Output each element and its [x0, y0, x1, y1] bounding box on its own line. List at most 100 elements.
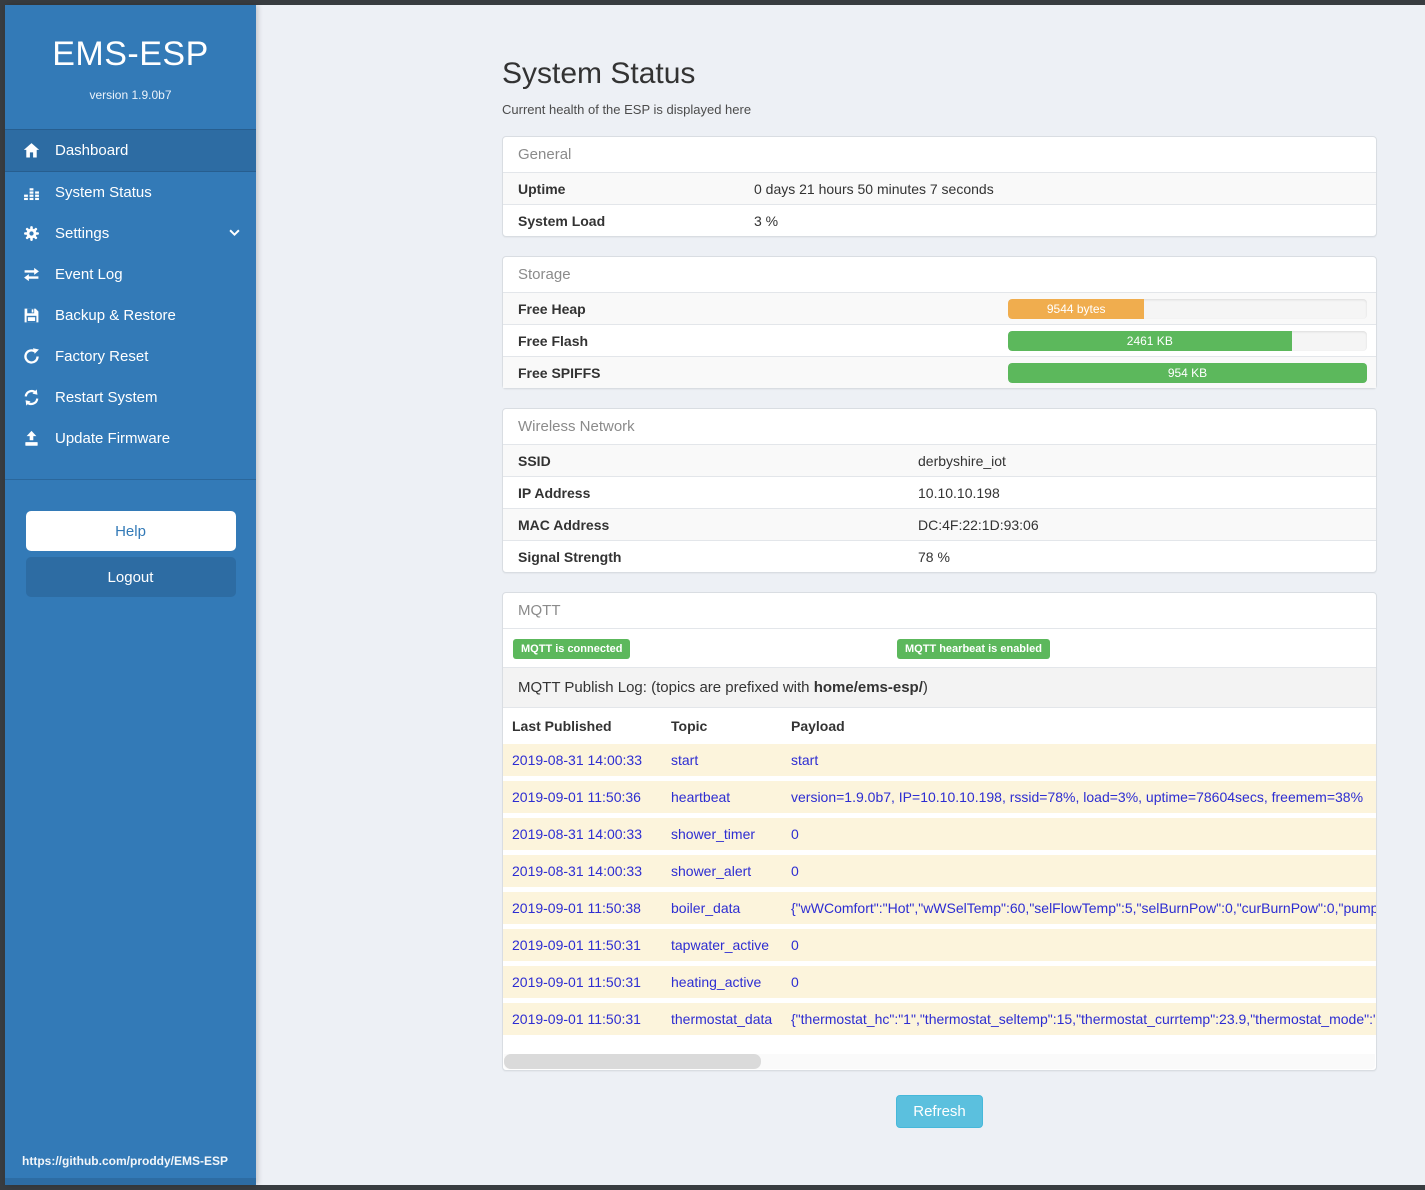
- mac-address-value: DC:4F:22:1D:93:06: [918, 516, 1039, 533]
- log-row: 2019-09-01 11:50:36 heartbeat version=1.…: [503, 781, 1376, 813]
- col-topic: Topic: [671, 718, 708, 734]
- log-payload: 0: [791, 863, 799, 879]
- sidebar-divider: [5, 479, 256, 480]
- ip-address-value: 10.10.10.198: [918, 484, 1000, 501]
- log-row: 2019-08-31 14:00:33 start start: [503, 744, 1376, 776]
- mqtt-log-header-row: Last Published Topic Payload: [503, 708, 1376, 744]
- mqtt-connected-badge: MQTT is connected: [513, 639, 631, 659]
- free-spiffs-progress-track: 954 KB: [1008, 362, 1367, 383]
- sidebar-item-update-firmware[interactable]: Update Firmware: [5, 418, 256, 459]
- log-row: 2019-08-31 14:00:33 shower_timer 0: [503, 818, 1376, 850]
- sidebar-item-label: Settings: [55, 225, 110, 242]
- system-load-label: System Load: [518, 212, 606, 229]
- app-version: version 1.9.0b7: [89, 88, 172, 102]
- log-topic: boiler_data: [671, 900, 741, 916]
- upload-icon: [23, 430, 40, 447]
- log-time: 2019-08-31 14:00:33: [512, 826, 642, 842]
- free-spiffs-label: Free SPIFFS: [518, 364, 601, 381]
- signal-strength-row: Signal Strength 78 %: [503, 540, 1376, 572]
- logout-button[interactable]: Logout: [25, 557, 236, 597]
- sidebar-item-label: Dashboard: [55, 142, 129, 159]
- sidebar-item-event-log[interactable]: Event Log: [5, 254, 256, 295]
- log-payload: 0: [791, 826, 799, 842]
- gear-icon: [23, 225, 40, 242]
- log-time: 2019-09-01 11:50:31: [512, 1011, 641, 1027]
- ssid-value: derbyshire_iot: [918, 452, 1006, 469]
- log-topic: tapwater_active: [671, 937, 770, 953]
- uptime-value: 0 days 21 hours 50 minutes 7 seconds: [754, 180, 994, 197]
- wireless-panel: Wireless Network SSID derbyshire_iot IP …: [502, 408, 1377, 573]
- signal-strength-value: 78 %: [918, 548, 950, 565]
- github-link[interactable]: https://github.com/proddy/EMS-ESP: [22, 1154, 228, 1168]
- free-flash-progress-track: 2461 KB: [1008, 330, 1367, 351]
- sidebar-item-backup-restore[interactable]: Backup & Restore: [5, 295, 256, 336]
- storage-panel-header: Storage: [518, 266, 571, 283]
- log-topic: shower_alert: [671, 863, 752, 879]
- storage-panel: Storage Free Heap 9544 bytes Free Flash …: [502, 256, 1377, 389]
- sidebar-item-settings[interactable]: Settings: [5, 213, 256, 254]
- sidebar-nav: Dashboard System Status: [5, 129, 256, 459]
- log-payload: {"wWComfort":"Hot","wWSelTemp":60,"selFl…: [791, 900, 1376, 916]
- free-spiffs-row: Free SPIFFS 954 KB: [503, 356, 1376, 388]
- mqtt-badge-row: MQTT is connected MQTT hearbeat is enabl…: [503, 628, 1376, 667]
- system-status-icon: [23, 184, 40, 201]
- sidebar: EMS-ESP version 1.9.0b7 Dashboard Sy: [5, 5, 256, 1185]
- log-topic: heartbeat: [671, 789, 731, 805]
- log-payload: version=1.9.0b7, IP=10.10.10.198, rssid=…: [791, 789, 1364, 805]
- col-payload: Payload: [791, 718, 845, 734]
- sidebar-item-label: Backup & Restore: [55, 307, 176, 324]
- ip-address-label: IP Address: [518, 484, 591, 501]
- log-payload: 0: [791, 937, 799, 953]
- log-payload: 0: [791, 974, 799, 990]
- log-row: 2019-09-01 11:50:31 heating_active 0: [503, 966, 1376, 998]
- free-heap-label: Free Heap: [518, 300, 586, 317]
- help-button[interactable]: Help: [25, 511, 236, 551]
- mqtt-publish-log-caption: MQTT Publish Log: (topics are prefixed w…: [503, 667, 1376, 708]
- general-panel: General Uptime 0 days 21 hours 50 minute…: [502, 136, 1377, 237]
- ssid-label: SSID: [518, 452, 551, 469]
- sidebar-bottom-strip: [5, 1178, 256, 1185]
- uptime-label: Uptime: [518, 180, 566, 197]
- mqtt-heartbeat-badge: MQTT hearbeat is enabled: [897, 639, 1050, 659]
- log-topic: shower_timer: [671, 826, 756, 842]
- system-load-row: System Load 3 %: [503, 204, 1376, 236]
- mac-address-row: MAC Address DC:4F:22:1D:93:06: [503, 508, 1376, 540]
- sidebar-item-system-status[interactable]: System Status: [5, 172, 256, 213]
- refresh-button[interactable]: Refresh: [896, 1095, 983, 1128]
- log-topic: heating_active: [671, 974, 762, 990]
- free-flash-row: Free Flash 2461 KB: [503, 324, 1376, 356]
- ip-address-row: IP Address 10.10.10.198: [503, 476, 1376, 508]
- app-frame: EMS-ESP version 1.9.0b7 Dashboard Sy: [5, 5, 1425, 1185]
- app-title: EMS-ESP: [52, 35, 209, 73]
- log-bottom-gap: [503, 1040, 1376, 1054]
- sidebar-item-label: Restart System: [55, 389, 158, 406]
- sidebar-item-label: Factory Reset: [55, 348, 149, 365]
- page-subtitle: Current health of the ESP is displayed h…: [502, 102, 752, 117]
- log-time: 2019-08-31 14:00:33: [512, 752, 642, 768]
- brand: EMS-ESP version 1.9.0b7: [5, 5, 256, 102]
- free-heap-progress-track: 9544 bytes: [1008, 298, 1367, 319]
- free-flash-label: Free Flash: [518, 332, 589, 349]
- system-load-value: 3 %: [754, 212, 779, 229]
- mqtt-panel-header: MQTT: [518, 602, 561, 619]
- sidebar-item-restart-system[interactable]: Restart System: [5, 377, 256, 418]
- chevron-down-icon: [229, 229, 240, 237]
- free-spiffs-progress-bar: 954 KB: [1008, 362, 1367, 383]
- sidebar-item-factory-reset[interactable]: Factory Reset: [5, 336, 256, 377]
- home-icon: [23, 142, 40, 159]
- page-title: System Status: [502, 57, 696, 90]
- general-panel-header: General: [518, 146, 572, 163]
- log-row: 2019-09-01 11:50:38 boiler_data {"wWComf…: [503, 892, 1376, 924]
- log-row: 2019-09-01 11:50:31 tapwater_active 0: [503, 929, 1376, 961]
- publish-log-topic-prefix: home/ems-esp/: [813, 679, 923, 696]
- log-time: 2019-09-01 11:50:36: [512, 789, 641, 805]
- col-last-published: Last Published: [512, 718, 612, 734]
- publish-log-text-suffix: ): [922, 679, 928, 696]
- mqtt-panel: MQTT MQTT is connected MQTT hearbeat is …: [502, 592, 1377, 1071]
- sidebar-item-label: Event Log: [55, 266, 123, 283]
- free-flash-progress-bar: 2461 KB: [1008, 330, 1292, 351]
- uptime-row: Uptime 0 days 21 hours 50 minutes 7 seco…: [503, 172, 1376, 204]
- scrollbar-thumb[interactable]: [504, 1054, 761, 1069]
- sidebar-item-label: System Status: [55, 184, 152, 201]
- sidebar-item-dashboard[interactable]: Dashboard: [5, 129, 256, 172]
